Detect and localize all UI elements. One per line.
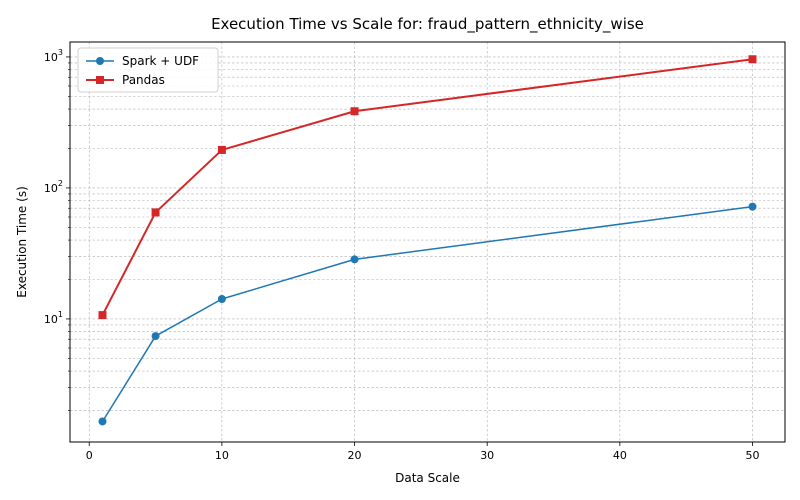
- chart-title: Execution Time vs Scale for: fraud_patte…: [211, 15, 644, 34]
- series-line: [101, 205, 753, 422]
- y-tick-base: 10: [44, 182, 58, 195]
- x-tick-label: 30: [480, 449, 494, 462]
- plot-frame: [69, 41, 786, 443]
- x-tick-label: 50: [746, 449, 760, 462]
- data-point: [217, 145, 226, 154]
- x-tick-label: 40: [613, 449, 627, 462]
- series-spark-udf: [98, 202, 757, 426]
- data-point: [217, 294, 226, 303]
- data-point: [748, 202, 757, 211]
- x-axis-label: Data Scale: [395, 471, 460, 485]
- series-layer: [98, 55, 757, 426]
- data-point: [151, 208, 160, 217]
- legend-entry: Spark + UDF: [86, 54, 199, 68]
- data-point: [98, 417, 107, 426]
- series-line: [101, 58, 753, 316]
- data-point: [151, 332, 160, 341]
- y-tick-exponent: 1: [58, 310, 63, 319]
- legend-marker: [96, 57, 104, 65]
- legend-entries: Spark + UDF Pandas: [86, 54, 199, 87]
- legend-marker: [96, 76, 104, 84]
- y-tick-label: 101: [44, 310, 63, 326]
- legend: Spark + UDF Pandas: [77, 47, 219, 93]
- legend-label: Spark + UDF: [122, 54, 199, 68]
- legend-label: Pandas: [122, 73, 165, 87]
- x-tick-label: 20: [348, 449, 362, 462]
- y-axis-label: Execution Time (s): [15, 186, 29, 298]
- y-tick-label: 103: [44, 48, 63, 64]
- y-tick-exponent: 2: [58, 179, 63, 188]
- y-tick-label: 102: [44, 179, 63, 195]
- data-point: [350, 255, 359, 264]
- y-tick-base: 10: [44, 51, 58, 64]
- y-tick-exponent: 3: [58, 48, 63, 57]
- legend-entry: Pandas: [86, 73, 165, 87]
- series-pandas: [98, 55, 757, 320]
- data-point: [98, 311, 107, 320]
- x-tick-label: 10: [215, 449, 229, 462]
- y-tick-base: 10: [44, 313, 58, 326]
- data-point: [748, 55, 757, 64]
- data-point: [350, 107, 359, 116]
- x-tick-label: 0: [86, 449, 93, 462]
